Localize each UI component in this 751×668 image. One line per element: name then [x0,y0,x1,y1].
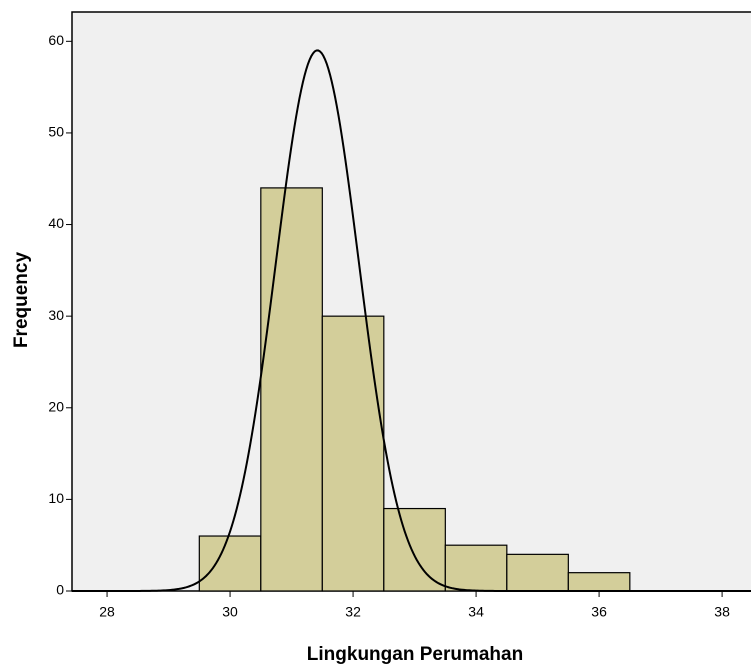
y-axis-label: Frequency [11,252,32,349]
x-tick-label: 34 [468,604,484,620]
bar [383,507,446,592]
normal-curve [72,49,751,592]
plot-area [71,11,751,592]
x-tick-label: 32 [345,604,361,620]
bar [321,315,385,592]
x-tick-label: 38 [714,604,730,620]
bar [444,544,508,592]
y-tick-label: 50 [48,124,64,140]
x-axis-label: Lingkungan Perumahan [307,644,523,665]
bar [567,572,631,592]
bar [506,553,569,592]
y-tick-label: 10 [48,490,64,506]
y-tick-label: 20 [48,398,64,414]
x-tick-label: 36 [591,604,607,620]
x-tick-label: 28 [99,604,115,620]
bar [198,535,262,592]
x-tick-label: 30 [222,604,238,620]
y-tick-label: 60 [48,32,64,48]
y-tick-label: 0 [56,582,64,598]
bar [260,187,323,592]
y-tick-label: 30 [48,307,64,323]
y-tick-label: 40 [48,215,64,231]
